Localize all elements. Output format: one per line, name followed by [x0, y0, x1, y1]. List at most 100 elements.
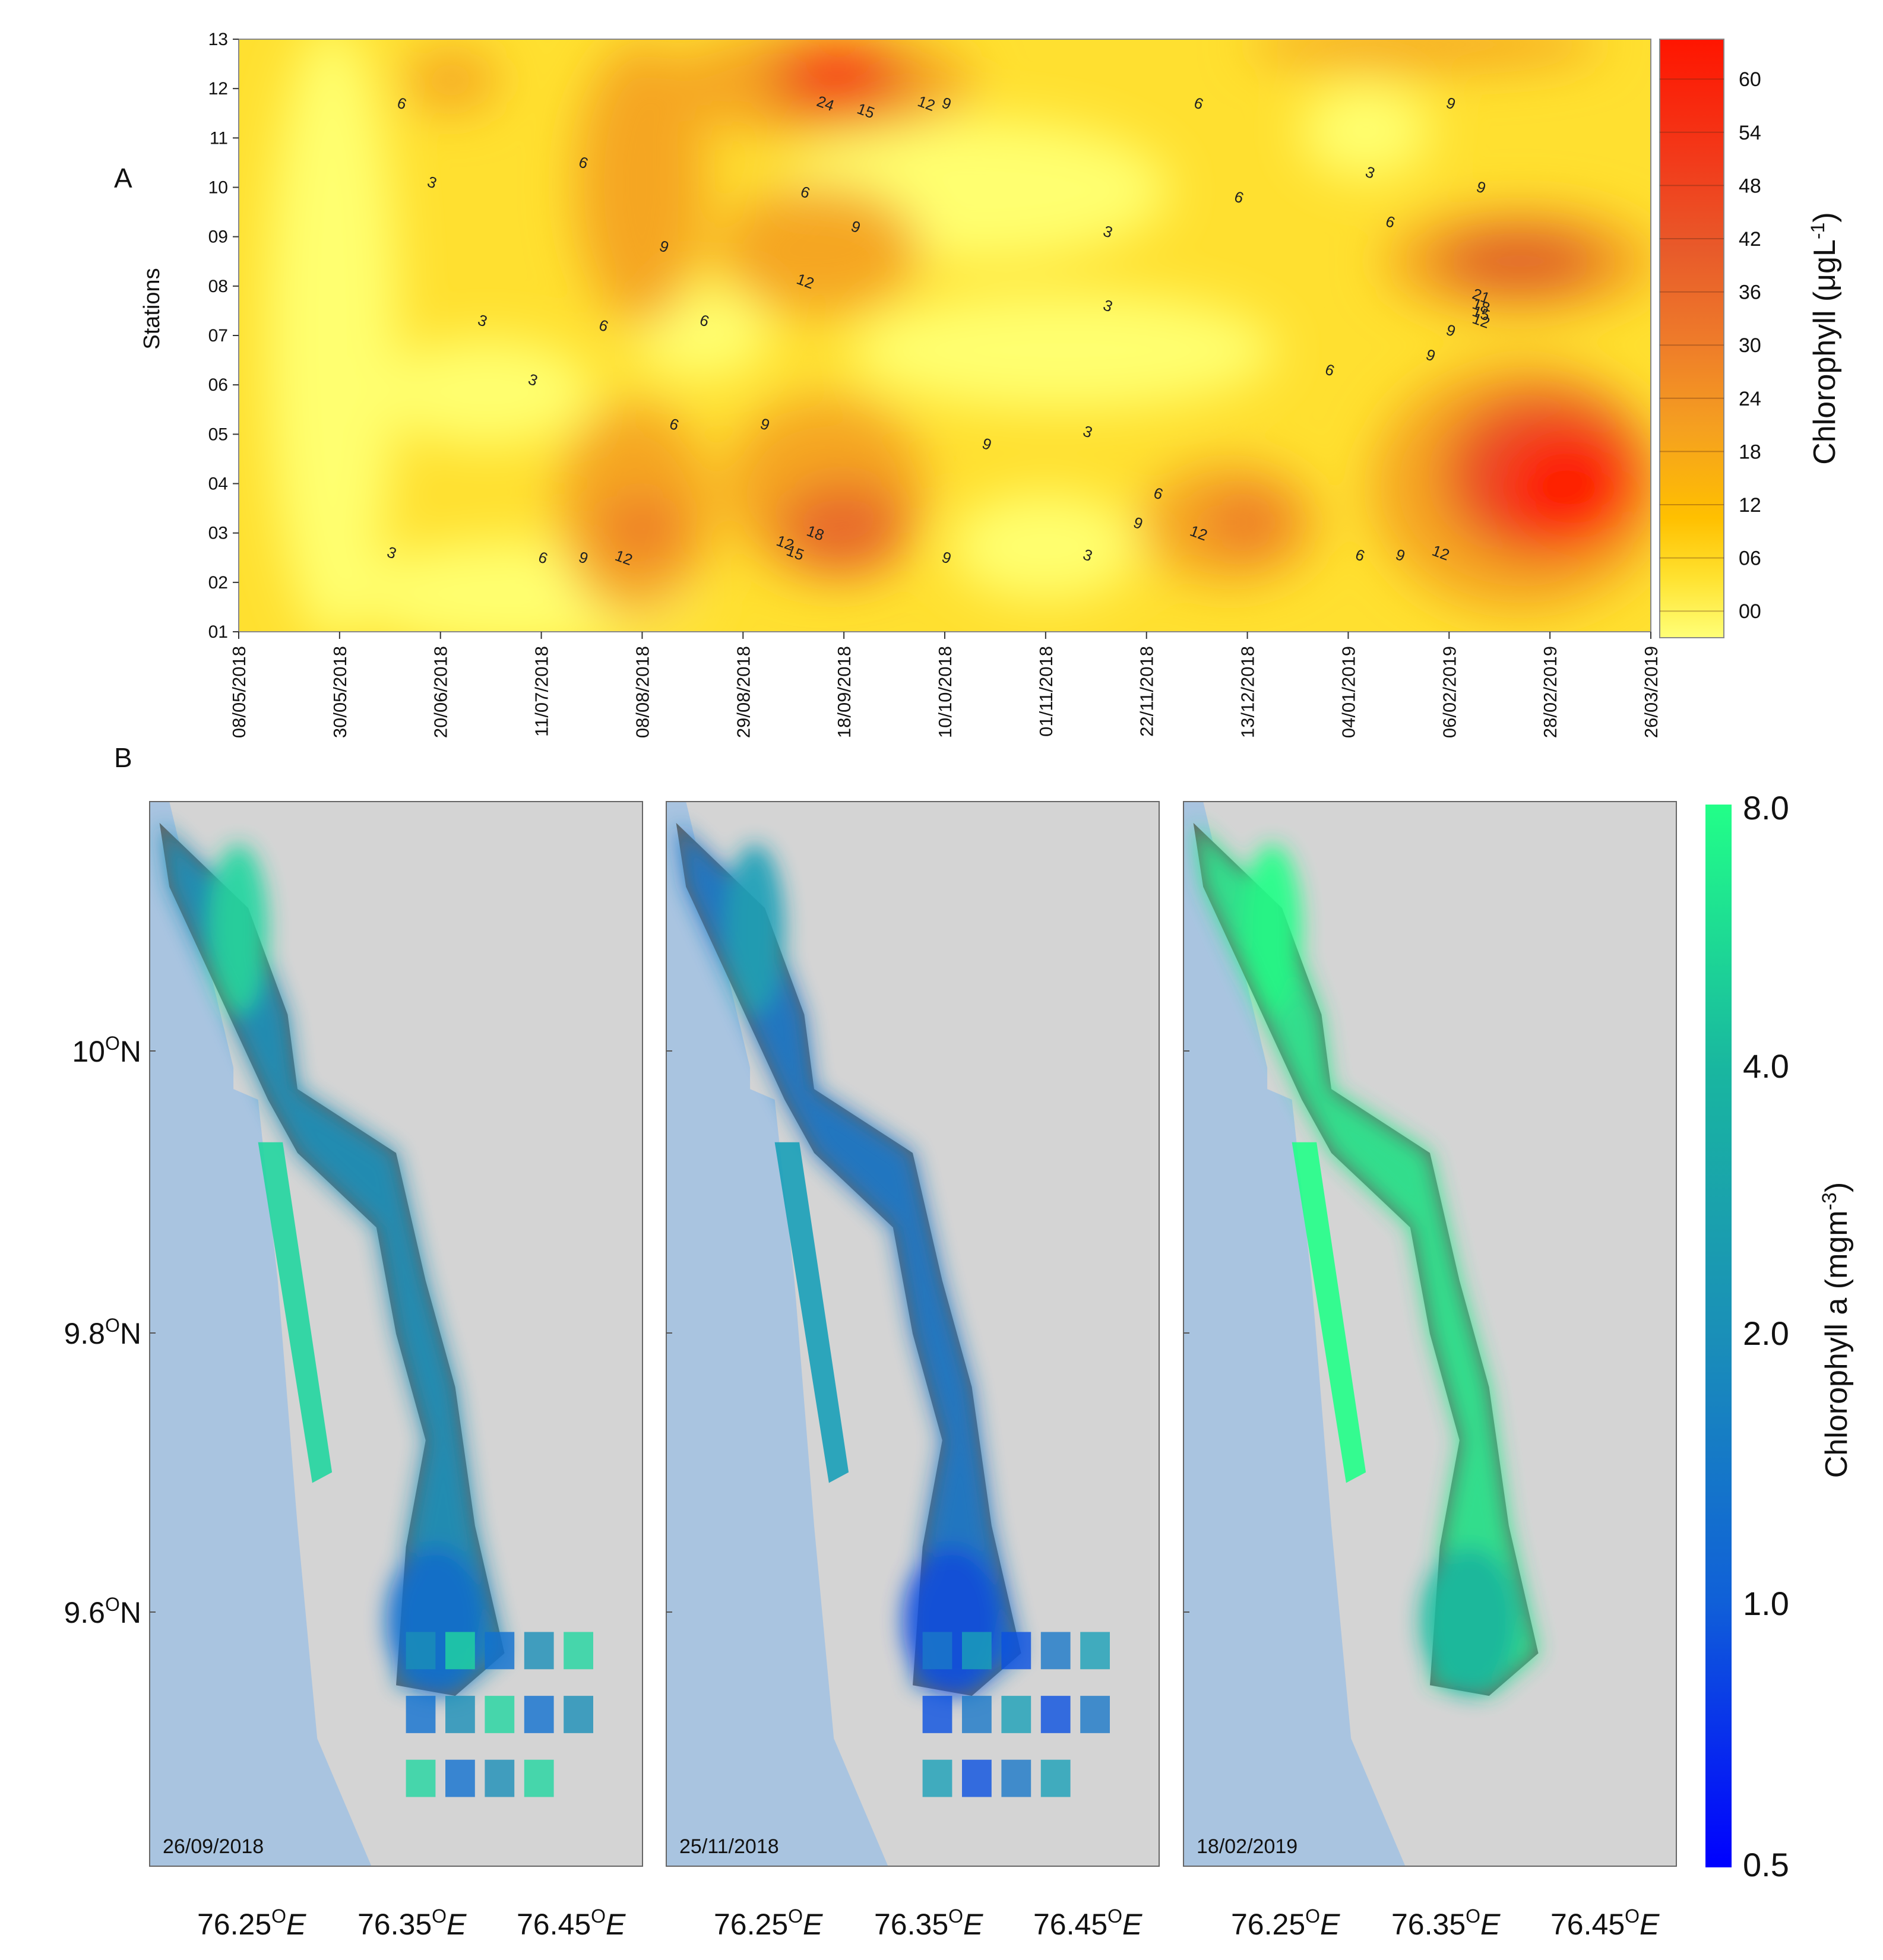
x-tick-label: 20/06/2018 [431, 646, 451, 738]
paddy-block [1040, 1696, 1071, 1733]
coastal-strip [1292, 1142, 1366, 1483]
paddy-block [406, 1759, 436, 1797]
x-tick-label: 11/07/2018 [531, 646, 552, 737]
longitude-label: 76.45OE [517, 1905, 626, 1941]
longitude-label: 76.25OE [714, 1905, 823, 1941]
paddy-block [445, 1632, 475, 1670]
colorbar-a-tick-label: 00 [1739, 600, 1761, 623]
panel-a-letter: A [114, 163, 132, 194]
colorbar-a-tick-label: 12 [1739, 494, 1761, 517]
map-panel: 18/02/2019 [1183, 801, 1677, 1867]
x-tick-label: 13/12/2018 [1238, 646, 1258, 738]
y-tick-label: 10 [208, 178, 228, 198]
y-tick-label: 04 [208, 474, 228, 494]
colorbar-a-tick-label: 48 [1739, 175, 1761, 197]
paddy-block [524, 1696, 554, 1733]
paddy-block [524, 1632, 554, 1670]
x-tick-label: 30/05/2018 [330, 646, 350, 738]
colorbar-a-tick-label: 54 [1739, 122, 1761, 144]
paddy-block [564, 1696, 593, 1733]
lake-patch [1420, 1547, 1519, 1696]
y-tick-label: 02 [208, 573, 228, 593]
colorbar-b-tick-label: 0.5 [1743, 1846, 1789, 1883]
colorbar-a-title: Chlorophyll (μgL-1) [1807, 212, 1842, 464]
x-tick-label: 29/08/2018 [733, 646, 754, 738]
x-tick-label: 22/11/2018 [1137, 646, 1157, 737]
paddy-block [962, 1632, 992, 1670]
paddy-block [485, 1632, 515, 1670]
paddy-block [406, 1696, 436, 1733]
longitude-label: 76.35OE [1391, 1905, 1501, 1941]
heatmap-field [239, 39, 1651, 632]
map-date-label: 25/11/2018 [679, 1835, 779, 1858]
x-tick-label: 04/01/2019 [1338, 646, 1359, 738]
colorbar-a-ticks: 00 06 12 18 24 30 36 42 48 54 60 [1660, 68, 1761, 623]
x-tick-label: 01/11/2018 [1036, 646, 1056, 737]
y-tick-label: 06 [208, 375, 228, 395]
paddy-block [1080, 1696, 1110, 1733]
paddy-block [922, 1696, 952, 1733]
coastal-strip [258, 1142, 333, 1483]
colorbar-b-ticks: 0.5 1.0 2.0 4.0 8.0 [1743, 789, 1789, 1883]
colorbar-b-tick-label: 4.0 [1743, 1047, 1789, 1085]
latitude-label: 9.8ON [64, 1315, 141, 1350]
y-tick-label: 01 [208, 622, 228, 642]
longitude-label: 76.25OE [1231, 1905, 1340, 1941]
paddy-block [1001, 1759, 1031, 1797]
y-tick-labels: 01 02 03 04 05 06 07 08 09 10 11 12 13 [208, 30, 239, 642]
estuary-chlorophyll [676, 822, 1021, 1696]
coastal-strip [774, 1142, 849, 1483]
paddy-block [1040, 1632, 1071, 1670]
y-axis-title: Stations [140, 268, 164, 349]
colorbar-a-tick-label: 30 [1739, 334, 1761, 357]
satellite-maps: 26/09/2018 25/11/2018 18/02/2019 [149, 801, 1677, 1867]
map-date-label: 18/02/2019 [1197, 1835, 1297, 1858]
north-patch [208, 844, 268, 1015]
colorbar-b-title: Chlorophyll a (mgm-3) [1818, 1182, 1854, 1478]
map-panel: 25/11/2018 [666, 801, 1160, 1867]
longitude-label: 76.35OE [874, 1905, 983, 1941]
colorbar-b-tick-label: 1.0 [1743, 1585, 1789, 1622]
paddy-block [485, 1759, 515, 1797]
latitude-tick-labels: 10ON 9.8ON 9.6ON [64, 1033, 141, 1629]
latitude-label: 9.6ON [64, 1594, 141, 1629]
paddy-block [922, 1632, 952, 1670]
lake-patch [386, 1547, 485, 1696]
north-patch [725, 844, 785, 1015]
sea [150, 802, 372, 1866]
colorbar-a-tick-label: 60 [1739, 68, 1761, 91]
paddy-block [406, 1632, 436, 1670]
paddy-block [564, 1632, 593, 1670]
colorbar-a-tick-label: 24 [1739, 388, 1761, 410]
x-tick-label: 10/10/2018 [935, 646, 955, 738]
sea [1183, 802, 1406, 1866]
paddy-block [962, 1696, 992, 1733]
north-patch [1242, 844, 1302, 1015]
sea [666, 802, 888, 1866]
paddy-block [1001, 1696, 1031, 1733]
paddy-block [1001, 1632, 1031, 1670]
longitude-label: 76.35OE [357, 1905, 467, 1941]
paddy-block [485, 1696, 515, 1733]
colorbar-a-tick-label: 36 [1739, 281, 1761, 304]
colorbar-a-tick-label: 06 [1739, 547, 1761, 570]
lake-patch [903, 1547, 1002, 1696]
x-tick-label: 08/05/2018 [229, 646, 249, 738]
x-tick-label: 18/09/2018 [834, 646, 855, 738]
map-date-label: 26/09/2018 [163, 1835, 264, 1858]
x-tick-label: 28/02/2019 [1540, 646, 1561, 738]
latitude-label: 10ON [72, 1033, 141, 1068]
map-panel: 26/09/2018 [149, 801, 643, 1867]
y-tick-label: 03 [208, 524, 228, 543]
y-tick-label: 05 [208, 425, 228, 444]
paddy-block [922, 1759, 952, 1797]
estuary-chlorophyll [1193, 822, 1539, 1696]
x-tick-labels: 08/05/2018 30/05/2018 20/06/2018 11/07/2018… [229, 632, 1662, 738]
colorbar-b [1705, 805, 1732, 1867]
x-tick-label: 08/08/2018 [632, 646, 653, 738]
paddy-block [524, 1759, 554, 1797]
y-tick-label: 12 [208, 79, 228, 99]
colorbar-a [1659, 39, 1724, 638]
paddy-block [1040, 1759, 1071, 1797]
